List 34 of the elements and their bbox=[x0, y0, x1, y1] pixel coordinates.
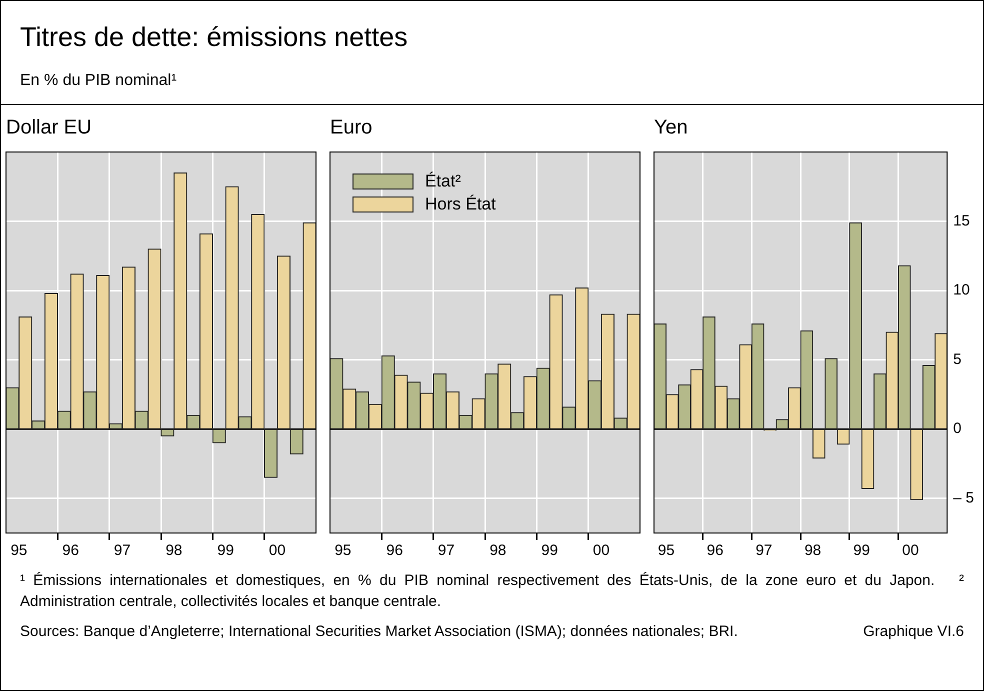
source-note: Sources: Banque d’Angleterre; International Securities Market Association (ISMA); données nationales; BRI. bbox=[20, 622, 738, 642]
x-tick-label: 00 bbox=[592, 542, 610, 560]
x-tick-label: 98 bbox=[804, 542, 822, 560]
text: ¹ Émissions internationales et domestiques, en % du PIB nominal respectivement des États-Unis, de la zone euro et du Japon. ² bbox=[20, 572, 964, 589]
y-tick-label: – 5 bbox=[953, 490, 974, 507]
x-tick-label: 97 bbox=[438, 542, 455, 560]
y-tick-label: 10 bbox=[953, 282, 970, 299]
x-tick-label: 00 bbox=[902, 542, 919, 560]
x-tick-label: 99 bbox=[853, 542, 870, 560]
chart-title: Dollar EU bbox=[6, 116, 92, 139]
text: Graphique VI.6 bbox=[863, 622, 964, 642]
y-tick-label: 5 bbox=[953, 350, 962, 368]
x-tick-label: 95 bbox=[658, 542, 675, 560]
x-tick-label: 99 bbox=[217, 542, 234, 560]
chart-title: Yen bbox=[654, 116, 688, 139]
chart-title: Euro bbox=[330, 116, 372, 139]
y-tick-label: 15 bbox=[953, 212, 970, 230]
x-tick-label: 98 bbox=[490, 542, 506, 560]
x-tick-label: 96 bbox=[386, 542, 403, 560]
text: Titres de dette: émissions nettes bbox=[20, 22, 408, 53]
x-tick-label: 97 bbox=[114, 542, 131, 560]
x-tick-label: 98 bbox=[166, 542, 182, 560]
x-tick-label: 97 bbox=[756, 542, 772, 560]
text: Administration centrale, collectivités locales et banque centrale. bbox=[20, 593, 442, 610]
text: En % du PIB nominal¹ bbox=[20, 72, 177, 90]
x-tick-label: 96 bbox=[62, 542, 79, 560]
legend-label: État² bbox=[425, 172, 462, 191]
x-tick-label: 96 bbox=[706, 542, 724, 560]
x-tick-label: 95 bbox=[334, 542, 352, 560]
y-tick-label: 0 bbox=[953, 420, 962, 438]
x-tick-label: 95 bbox=[10, 542, 28, 560]
x-tick-label: 99 bbox=[541, 542, 558, 560]
x-tick-label: 00 bbox=[268, 542, 286, 560]
legend-label: Hors État bbox=[425, 194, 496, 214]
